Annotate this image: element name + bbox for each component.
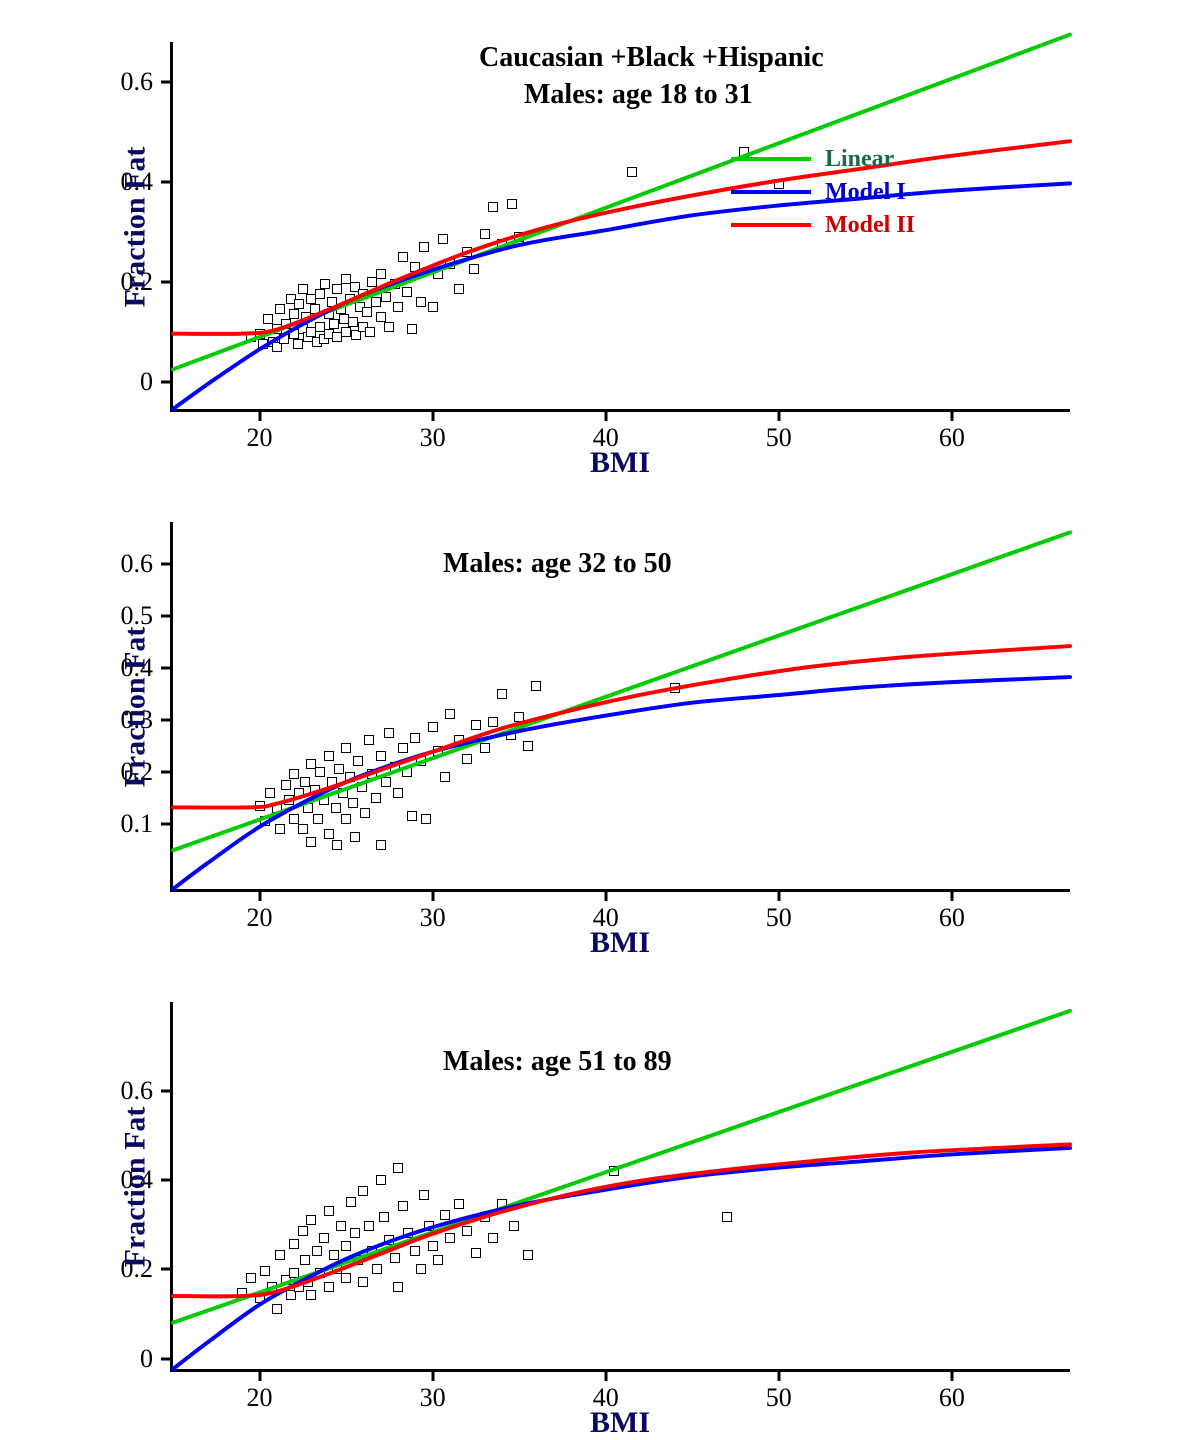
x-tick bbox=[258, 1369, 261, 1381]
model2-curve bbox=[173, 646, 1070, 808]
y-tick-label: 0.6 bbox=[121, 1076, 154, 1106]
plot-area: 00.20.40.62030405060Caucasian +Black +Hi… bbox=[170, 42, 1070, 412]
legend-item: Model I bbox=[731, 179, 915, 206]
y-axis-label: Fraction Fat bbox=[118, 147, 152, 308]
y-tick bbox=[161, 614, 173, 617]
legend-item: Linear bbox=[731, 146, 915, 173]
x-tick-label: 30 bbox=[420, 1383, 446, 1413]
x-tick-label: 60 bbox=[939, 903, 965, 933]
y-tick bbox=[161, 1357, 173, 1360]
y-tick bbox=[161, 381, 173, 384]
x-axis-label: BMI bbox=[590, 1406, 650, 1440]
y-tick bbox=[161, 281, 173, 284]
x-tick bbox=[950, 1369, 953, 1381]
legend-swatch bbox=[731, 157, 811, 161]
y-tick bbox=[161, 771, 173, 774]
x-tick bbox=[258, 889, 261, 901]
x-axis-label: BMI bbox=[590, 446, 650, 480]
y-tick bbox=[161, 719, 173, 722]
y-tick bbox=[161, 181, 173, 184]
curves-svg bbox=[173, 522, 1070, 889]
x-tick-label: 30 bbox=[420, 423, 446, 453]
x-tick bbox=[604, 409, 607, 421]
y-tick bbox=[161, 1090, 173, 1093]
y-tick bbox=[161, 81, 173, 84]
x-tick bbox=[431, 889, 434, 901]
y-tick bbox=[161, 562, 173, 565]
panel-51-89: 00.20.40.62030405060Males: age 51 to 89F… bbox=[170, 1002, 1070, 1372]
model1-curve bbox=[173, 183, 1070, 409]
plot-area: 0.10.20.30.40.50.62030405060Males: age 3… bbox=[170, 522, 1070, 892]
y-tick-label: 0 bbox=[140, 367, 153, 397]
y-axis-label: Fraction Fat bbox=[118, 627, 152, 788]
curves-svg bbox=[173, 42, 1070, 409]
x-tick-label: 50 bbox=[766, 1383, 792, 1413]
y-tick bbox=[161, 823, 173, 826]
plot-area: 00.20.40.62030405060Males: age 51 to 89 bbox=[170, 1002, 1070, 1372]
x-tick bbox=[777, 889, 780, 901]
figure-container: 00.20.40.62030405060Caucasian +Black +Hi… bbox=[0, 0, 1200, 1429]
panel-32-50: 0.10.20.30.40.50.62030405060Males: age 3… bbox=[170, 522, 1070, 892]
model1-curve bbox=[173, 677, 1070, 889]
x-tick bbox=[777, 1369, 780, 1381]
x-tick bbox=[431, 409, 434, 421]
x-tick-label: 50 bbox=[766, 903, 792, 933]
y-tick-label: 0.1 bbox=[121, 809, 154, 839]
x-tick bbox=[431, 1369, 434, 1381]
x-tick-label: 60 bbox=[939, 423, 965, 453]
curves-svg bbox=[173, 1002, 1070, 1369]
x-tick bbox=[777, 409, 780, 421]
x-tick bbox=[950, 889, 953, 901]
x-tick-label: 50 bbox=[766, 423, 792, 453]
x-tick bbox=[604, 1369, 607, 1381]
linear-curve bbox=[173, 532, 1070, 850]
y-axis-label: Fraction Fat bbox=[118, 1107, 152, 1268]
model1-curve bbox=[173, 1148, 1070, 1369]
x-axis-label: BMI bbox=[590, 926, 650, 960]
legend-item: Model II bbox=[731, 212, 915, 239]
x-tick-label: 30 bbox=[420, 903, 446, 933]
x-tick-label: 60 bbox=[939, 1383, 965, 1413]
legend-swatch bbox=[731, 190, 811, 194]
x-tick bbox=[950, 409, 953, 421]
y-tick bbox=[161, 1179, 173, 1182]
x-tick-label: 20 bbox=[247, 423, 273, 453]
legend-label: Model II bbox=[825, 212, 915, 239]
y-tick bbox=[161, 1268, 173, 1271]
x-tick bbox=[258, 409, 261, 421]
legend-label: Linear bbox=[825, 146, 894, 173]
panel-18-31: 00.20.40.62030405060Caucasian +Black +Hi… bbox=[170, 42, 1070, 412]
x-tick-label: 20 bbox=[247, 903, 273, 933]
y-tick-label: 0.6 bbox=[121, 549, 154, 579]
x-tick bbox=[604, 889, 607, 901]
y-tick-label: 0 bbox=[140, 1344, 153, 1374]
legend: Linear Model I Model II bbox=[731, 146, 915, 245]
legend-label: Model I bbox=[825, 179, 906, 206]
y-tick-label: 0.6 bbox=[121, 67, 154, 97]
x-tick-label: 20 bbox=[247, 1383, 273, 1413]
y-tick bbox=[161, 666, 173, 669]
legend-swatch bbox=[731, 223, 811, 227]
model2-curve bbox=[173, 141, 1070, 334]
